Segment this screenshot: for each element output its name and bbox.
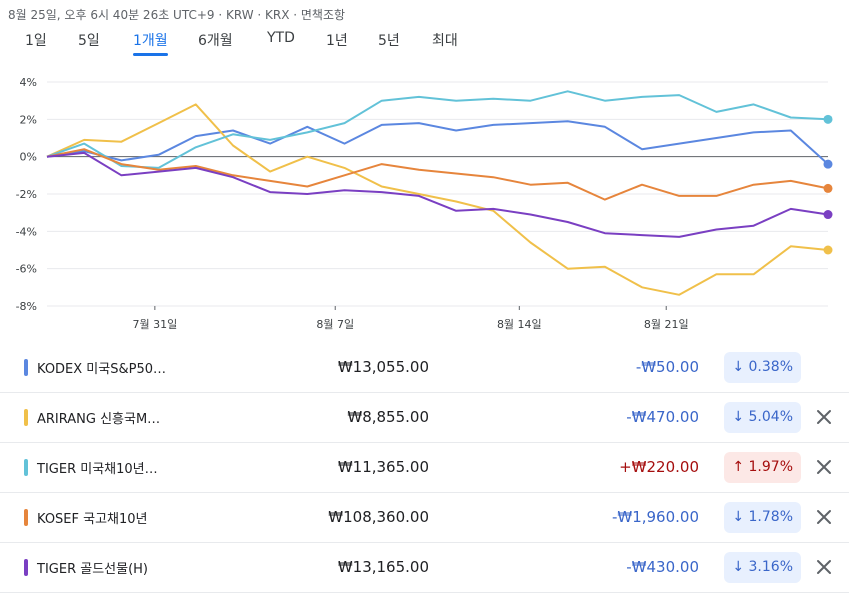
series-line-2 — [46, 90, 829, 169]
price-change: -₩430.00 — [626, 558, 699, 576]
comparison-chart: 4% 2% 0% -2% -4% -6% -8% 7월 31일 8월 7일 8월 14일 8월 21… — [16, 76, 833, 331]
watchlist-row[interactable]: ARIRANG 신흥국M… ₩8,855.00 -₩470.00 ↓ 5.04% — [0, 393, 849, 443]
price-value: ₩13,165.00 — [337, 558, 429, 576]
remove-close-icon[interactable] — [813, 556, 835, 578]
series-color-swatch — [24, 509, 28, 526]
x-tick-label: 8월 14일 — [497, 317, 542, 331]
remove-close-icon[interactable] — [813, 506, 835, 528]
watchlist-row[interactable]: TIGER 미국채10년… ₩11,365.00 +₩220.00 ↑ 1.97% — [0, 443, 849, 493]
percent-change-value: 0.38% — [748, 359, 793, 375]
tab-2[interactable]: 1개월 — [133, 30, 168, 56]
price-change: -₩1,960.00 — [611, 508, 699, 526]
x-tick-label: 7월 31일 — [132, 317, 177, 331]
series-end-dot-3 — [823, 183, 833, 193]
price-value: ₩11,365.00 — [337, 458, 429, 476]
series-end-dot-0 — [823, 159, 833, 169]
remove-close-icon[interactable] — [813, 406, 835, 428]
y-tick-label: -2% — [16, 188, 37, 201]
y-tick-label: 0% — [20, 151, 37, 164]
y-tick-label: -8% — [16, 300, 37, 313]
y-tick-label: -6% — [16, 263, 37, 276]
subtitle: 8월 25일, 오후 6시 40분 26초 UTC+9 · KRW · KRX … — [8, 8, 346, 22]
tab-6[interactable]: 5년 — [378, 33, 400, 49]
series-color-swatch — [24, 409, 28, 426]
price-value: ₩8,855.00 — [347, 408, 429, 426]
watchlist-row[interactable]: TIGER 골드선물(H) ₩13,165.00 -₩430.00 ↓ 3.16% — [0, 543, 849, 593]
remove-close-icon[interactable] — [813, 456, 835, 478]
y-tick-label: -4% — [16, 225, 37, 238]
x-tick-label: 8월 7일 — [316, 317, 354, 331]
ticker-name: ARIRANG 신흥국M… — [37, 412, 161, 427]
series-line-0 — [46, 120, 829, 165]
series-color-swatch — [24, 559, 28, 576]
series-color-swatch — [24, 459, 28, 476]
percent-change-value: 1.78% — [748, 509, 793, 525]
ticker-name: KODEX 미국S&P50… — [37, 362, 166, 377]
tab-7[interactable]: 최대 — [432, 33, 458, 49]
y-tick-label: 4% — [20, 76, 37, 89]
ticker-name: TIGER 미국채10년… — [37, 462, 158, 477]
percent-change-value: 5.04% — [748, 409, 793, 425]
price-change: +₩220.00 — [619, 458, 699, 476]
series-line-4 — [46, 151, 829, 238]
watchlist-row[interactable]: KOSEF 국고채10년 ₩108,360.00 -₩1,960.00 ↓ 1.78% — [0, 493, 849, 543]
percent-change-badge: ↑ 1.97% — [724, 452, 801, 483]
tab-3[interactable]: 6개월 — [198, 33, 233, 49]
series-line-3 — [46, 148, 829, 201]
percent-change-badge: ↓ 5.04% — [724, 402, 801, 433]
price-value: ₩13,055.00 — [337, 358, 429, 376]
price-change: -₩50.00 — [635, 358, 699, 376]
y-tick-label: 2% — [20, 113, 37, 126]
series-end-dot-1 — [823, 245, 833, 255]
series-end-dot-2 — [823, 114, 833, 124]
price-change: -₩470.00 — [626, 408, 699, 426]
ticker-name: KOSEF 국고채10년 — [37, 512, 148, 527]
ticker-name: TIGER 골드선물(H) — [37, 562, 148, 577]
tab-1[interactable]: 5일 — [78, 33, 100, 49]
tab-5[interactable]: 1년 — [326, 33, 348, 49]
watchlist: KODEX 미국S&P50… ₩13,055.00 -₩50.00 ↓ 0.38% AR… — [0, 343, 849, 593]
percent-change-badge: ↓ 0.38% — [724, 352, 801, 383]
series-color-swatch — [24, 359, 28, 376]
series-line-1 — [46, 103, 829, 296]
watchlist-row[interactable]: KODEX 미국S&P50… ₩13,055.00 -₩50.00 ↓ 0.38% — [0, 343, 849, 393]
percent-change-badge: ↓ 1.78% — [724, 502, 801, 533]
series-end-dot-4 — [823, 210, 833, 220]
price-value: ₩108,360.00 — [328, 508, 429, 526]
percent-change-value: 3.16% — [748, 559, 793, 575]
percent-change-badge: ↓ 3.16% — [724, 552, 801, 583]
percent-change-value: 1.97% — [748, 459, 793, 475]
x-tick-label: 8월 21일 — [644, 317, 689, 331]
tab-4[interactable]: YTD — [267, 30, 295, 46]
tab-0[interactable]: 1일 — [25, 33, 47, 49]
